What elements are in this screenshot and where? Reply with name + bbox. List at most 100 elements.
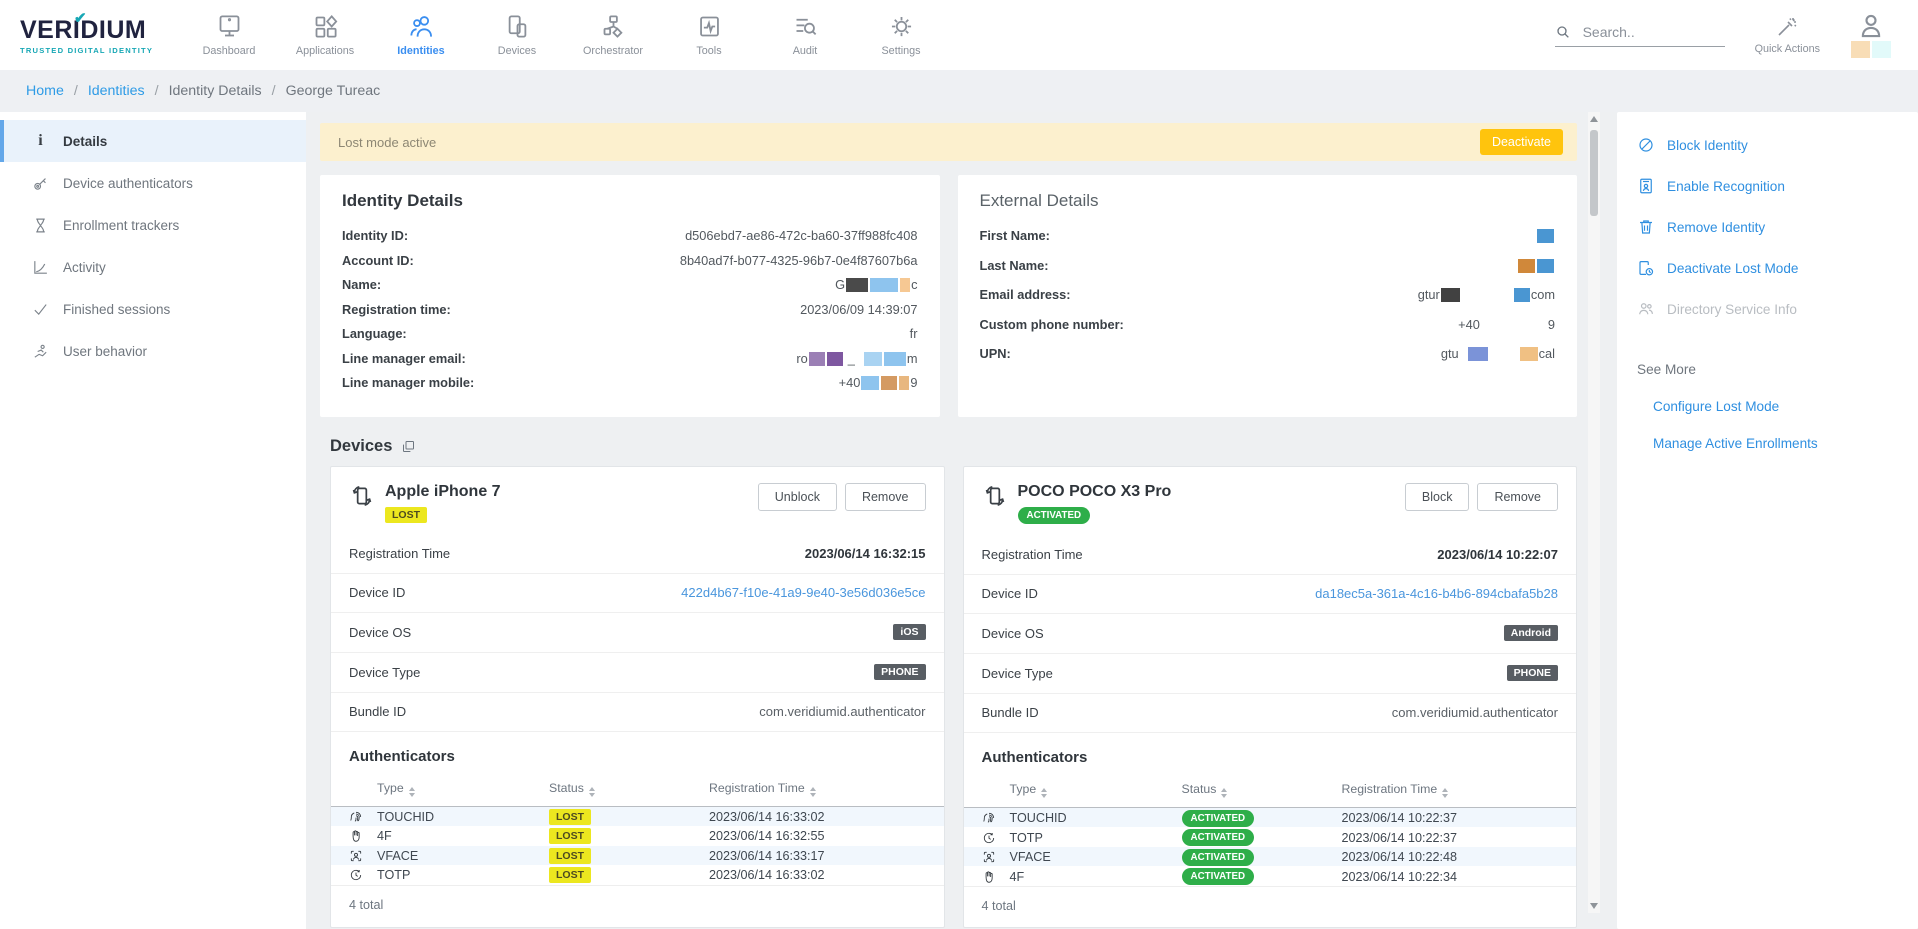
devices-icon xyxy=(508,15,526,38)
id-card-icon xyxy=(1640,178,1652,194)
device-type-row: Device Type PHONE xyxy=(331,653,944,693)
nav-item-devices[interactable]: Devices xyxy=(486,13,548,57)
email-address-redacted: gtur com xyxy=(1417,287,1555,302)
app-grid-icon xyxy=(315,15,337,38)
sort-time-column[interactable]: Registration Time xyxy=(1342,782,1559,798)
device-name: Apple iPhone 7 xyxy=(385,482,501,500)
nav-item-orchestrator[interactable]: Orchestrator xyxy=(582,13,644,57)
account-id-row: Account ID: 8b40ad7f-b077-4325-96b7-0e4f… xyxy=(342,252,918,268)
breadcrumb-current-user: George Tureac xyxy=(262,83,381,99)
sidebar-item-finished-sessions[interactable]: Finished sessions xyxy=(0,288,306,330)
quick-actions-button[interactable]: Quick Actions xyxy=(1755,15,1820,55)
identity-id-row: Identity ID: d506ebd7-ae86-472c-ba60-37f… xyxy=(342,228,918,243)
content-area: i Details Device authenticators Enrollme… xyxy=(0,112,1918,929)
breadcrumb-identities[interactable]: Identities xyxy=(64,83,145,99)
device-registration-time-row: Registration Time 2023/06/14 16:32:15 xyxy=(331,535,944,574)
authenticator-row: VFACE ACTIVATED 2023/06/14 10:22:48 xyxy=(963,846,1576,866)
info-icon: i xyxy=(38,132,43,149)
nav-item-tools[interactable]: Tools xyxy=(678,13,740,57)
scroll-up-arrow[interactable] xyxy=(1590,116,1598,122)
device-card-poco-x3-pro: POCO POCO X3 Pro ACTIVATED Block Remove … xyxy=(962,465,1577,928)
line-manager-mobile-row: Line manager mobile: +40 9 xyxy=(342,375,918,390)
quick-actions-label: Quick Actions xyxy=(1754,43,1820,55)
veridium-logo[interactable]: VERIDIUM ✔ TRUSTED DIGITAL IDENTITY xyxy=(20,10,170,55)
authenticator-row: TOTP LOST 2023/06/14 16:33:02 xyxy=(331,865,944,885)
auth-status-badge: LOST xyxy=(549,808,591,825)
breadcrumb: Home Identities Identity Details George … xyxy=(0,70,1918,112)
device-card-apple-iphone-7: Apple iPhone 7 LOST Unblock Remove Regis… xyxy=(330,465,945,928)
scrollbar-thumb[interactable] xyxy=(1590,130,1598,216)
device-rotate-icon xyxy=(985,485,1004,506)
logo-text: VERIDIUM xyxy=(20,15,147,44)
sort-time-column[interactable]: Registration Time xyxy=(709,781,926,797)
device-type-row: Device Type PHONE xyxy=(963,654,1576,694)
scroll-down-arrow[interactable] xyxy=(1590,903,1598,909)
remove-device-button[interactable]: Remove xyxy=(844,482,926,511)
sort-status-column[interactable]: Status xyxy=(1182,782,1342,798)
breadcrumb-home[interactable]: Home xyxy=(26,83,64,99)
remove-device-button[interactable]: Remove xyxy=(1477,482,1558,511)
deactivate-lost-mode-button[interactable]: Deactivate xyxy=(1479,129,1563,155)
nav-item-audit[interactable]: Audit xyxy=(774,13,836,57)
sort-status-column[interactable]: Status xyxy=(549,781,709,797)
user-avatar[interactable] xyxy=(1850,11,1892,59)
account-id-value: 8b40ad7f-b077-4325-96b7-0e4f87607b6a xyxy=(679,252,918,268)
sidebar-item-device-authenticators[interactable]: Device authenticators xyxy=(0,162,306,204)
main-scrollbar[interactable] xyxy=(1588,112,1600,913)
nav-item-applications[interactable]: Applications xyxy=(294,13,356,57)
devices-title: Devices xyxy=(330,436,393,455)
manage-active-enrollments-link[interactable]: Manage Active Enrollments xyxy=(1653,436,1818,451)
see-more-heading: See More xyxy=(1637,362,1696,377)
device-os-badge: iOS xyxy=(893,624,926,640)
remove-identity-action[interactable]: Remove Identity xyxy=(1637,218,1898,236)
device-status-badge: LOST xyxy=(385,506,427,523)
upn-row: UPN: gtu cal xyxy=(979,346,1555,361)
nav-item-settings[interactable]: Settings xyxy=(870,13,932,57)
device-header: Apple iPhone 7 LOST Unblock Remove xyxy=(331,467,944,535)
search-input[interactable] xyxy=(1582,23,1703,40)
sort-type-column[interactable]: Type xyxy=(1010,782,1182,798)
line-manager-email-row: Line manager email: ro _ m xyxy=(342,350,918,366)
device-id-link[interactable]: da18ec5a-361a-4c16-b4b6-894cbafa5b28 xyxy=(1315,586,1558,601)
monitor-icon xyxy=(219,15,239,37)
main-column: Lost mode active Deactivate Identity Det… xyxy=(306,112,1600,929)
deactivate-lost-mode-action[interactable]: Deactivate Lost Mode xyxy=(1637,259,1898,277)
auth-status-badge: LOST xyxy=(549,828,591,844)
identity-id-value: d506ebd7-ae86-472c-ba60-37ff988fc408 xyxy=(685,228,918,243)
sidebar-item-enrollment-trackers[interactable]: Enrollment trackers xyxy=(0,204,306,246)
nav-item-dashboard[interactable]: Dashboard xyxy=(198,13,260,57)
sidebar-item-details[interactable]: i Details xyxy=(0,120,306,162)
configure-lost-mode-link[interactable]: Configure Lost Mode xyxy=(1653,399,1780,414)
totp-icon xyxy=(350,869,362,881)
upn-redacted: gtu cal xyxy=(1440,346,1555,361)
device-id-link[interactable]: 422d4b67-f10e-41a9-9e40-3e56d036e5ce xyxy=(681,585,926,600)
device-header: POCO POCO X3 Pro ACTIVATED Block Remove xyxy=(964,467,1577,536)
block-identity-action[interactable]: Block Identity xyxy=(1637,136,1898,154)
auth-status-badge: ACTIVATED xyxy=(1181,868,1255,885)
sidebar-item-activity[interactable]: Activity xyxy=(0,246,306,288)
auth-status-badge: LOST xyxy=(549,847,591,864)
username-redacted xyxy=(1850,41,1892,59)
key-icon xyxy=(34,177,46,190)
orchestrator-icon xyxy=(603,15,623,38)
sort-type-column[interactable]: Type xyxy=(377,781,549,797)
nav-item-identities[interactable]: Identities xyxy=(390,13,452,57)
logo-check-icon: ✔ xyxy=(74,9,87,27)
external-link-icon[interactable] xyxy=(401,439,416,454)
enable-recognition-action[interactable]: Enable Recognition xyxy=(1637,177,1898,195)
magic-wand-icon xyxy=(1778,18,1797,36)
auth-status-badge: ACTIVATED xyxy=(1181,809,1255,827)
sidebar-item-user-behavior[interactable]: User behavior xyxy=(0,330,306,372)
bundle-id-row: Bundle ID com.veridiumid.authenticator xyxy=(331,693,944,732)
fingerprint-icon xyxy=(350,811,362,822)
trash-icon xyxy=(1640,220,1652,234)
first-name-redacted xyxy=(1536,228,1555,243)
global-search[interactable] xyxy=(1554,23,1725,47)
authenticator-row: TOTP ACTIVATED 2023/06/14 10:22:37 xyxy=(964,827,1577,847)
unblock-device-button[interactable]: Unblock xyxy=(757,482,837,511)
block-device-button[interactable]: Block xyxy=(1404,482,1470,511)
directory-people-icon xyxy=(1639,303,1654,315)
main-nav: Dashboard Applications Identities Device… xyxy=(198,13,932,57)
